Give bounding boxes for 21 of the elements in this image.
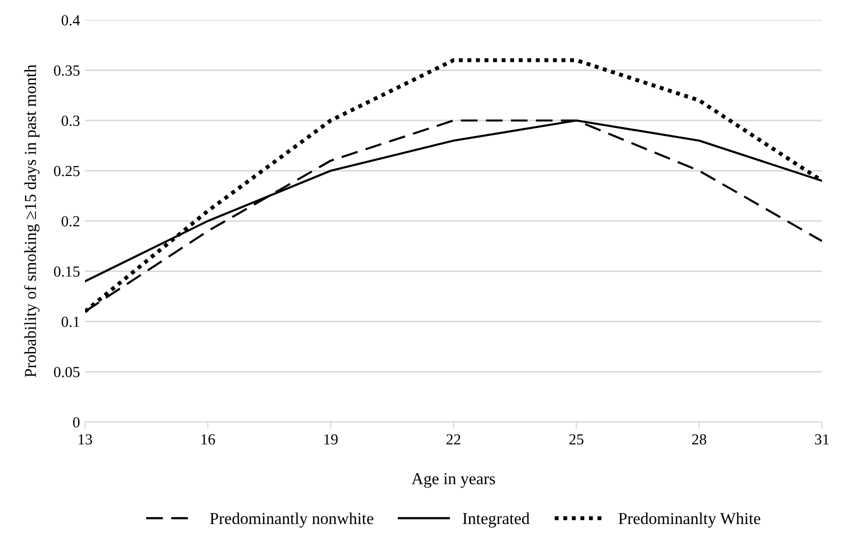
x-tick-label: 22 [446,434,460,444]
x-tick-label: 31 [815,434,829,445]
x-tick-label: 13 [78,434,92,445]
y-tick-label: 0.35 [54,65,80,76]
legend-label: Predominanlty White [618,512,760,528]
legend-label: Predominantly nonwhite [210,512,374,528]
y-tick-label: 0.3 [62,116,80,126]
x-axis-title: Age in years [412,473,496,488]
legend-label: Integrated [462,512,530,528]
y-tick-label: 0.15 [54,266,80,277]
y-axis-title: Probability of smoking ≥15 days in past month [24,64,40,378]
x-tick-label: 19 [324,434,338,445]
y-tick-label: 0.4 [62,15,80,26]
x-tick-label: 25 [569,434,584,445]
x-tick-label: 28 [692,434,706,445]
y-tick-label: 0.05 [54,366,80,378]
y-tick-label: 0.2 [62,216,80,227]
y-tick-label: 0.1 [62,316,80,328]
x-tick-label: 16 [202,434,216,445]
y-tick-label: 0 [73,417,80,428]
y-tick-label: 0.25 [54,166,80,176]
